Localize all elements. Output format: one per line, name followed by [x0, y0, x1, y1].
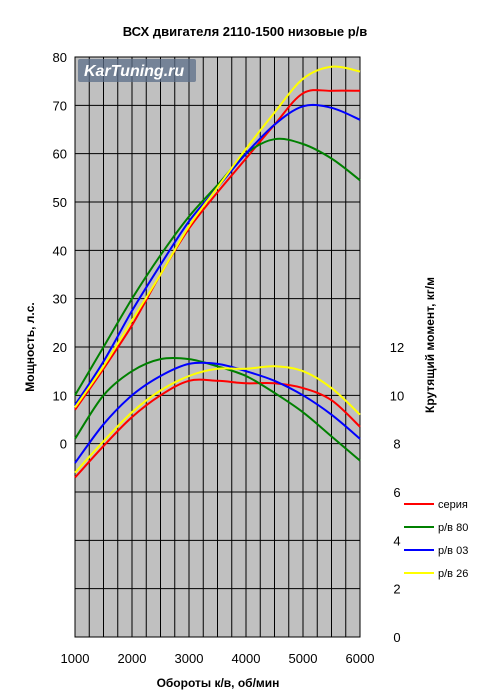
right-tick-label: 10: [390, 388, 404, 403]
x-tick-label: 5000: [289, 651, 318, 666]
right-tick-label: 12: [390, 340, 404, 355]
x-tick-label: 3000: [175, 651, 204, 666]
x-axis-ticks: 1000 2000 3000 4000 5000 6000: [61, 651, 375, 666]
x-tick-label: 2000: [118, 651, 147, 666]
legend-label: р/в 26: [438, 568, 468, 580]
left-tick-label: 70: [53, 98, 67, 113]
left-tick-label: 50: [53, 195, 67, 210]
left-tick-label: 0: [60, 437, 67, 452]
series-2-torque-line: [74, 356, 361, 462]
legend: серия р/в 80 р/в 03 р/в 26: [404, 499, 468, 580]
left-tick-label: 10: [53, 388, 67, 403]
x-axis-label: Обороты к/в, об/мин: [157, 676, 280, 690]
right-tick-label: 8: [393, 437, 400, 452]
series-2-power-line: [74, 137, 361, 396]
legend-label: р/в 03: [438, 545, 468, 557]
series-1-torque-line: [74, 378, 361, 479]
left-axis-ticks: 0 10 20 30 40 50 60 70 80: [53, 50, 67, 452]
watermark-text: KarTuning.ru: [84, 63, 184, 80]
watermark: KarTuning.ru: [78, 59, 196, 82]
x-tick-label: 1000: [61, 651, 90, 666]
left-tick-label: 40: [53, 243, 67, 258]
chart-title: ВСХ двигателя 2110-1500 низовые р/в: [123, 24, 367, 39]
watermark-box: [78, 59, 196, 82]
series-lines: [74, 65, 361, 479]
left-tick-label: 80: [53, 50, 67, 65]
series-3-torque-line: [74, 361, 361, 464]
right-axis-ticks: 0 2 4 6 8 10 12: [390, 340, 404, 645]
right-tick-label: 4: [393, 533, 400, 548]
left-tick-label: 20: [53, 340, 67, 355]
left-tick-label: 30: [53, 292, 67, 307]
y-axis-label-right: Крутящий момент, кг/м: [423, 277, 437, 413]
right-tick-label: 0: [393, 630, 400, 645]
legend-label: р/в 80: [438, 522, 468, 534]
series-1-power-line: [74, 89, 361, 411]
legend-label: серия: [438, 499, 468, 511]
left-tick-label: 60: [53, 147, 67, 162]
grid: [75, 57, 360, 637]
x-tick-label: 6000: [346, 651, 375, 666]
right-tick-label: 6: [393, 485, 400, 500]
series-4-power-line: [74, 65, 361, 408]
right-tick-label: 2: [393, 582, 400, 597]
x-tick-label: 4000: [232, 651, 261, 666]
series-4-torque-line: [74, 365, 361, 474]
y-axis-label-left: Мощность, л.с.: [23, 302, 37, 391]
